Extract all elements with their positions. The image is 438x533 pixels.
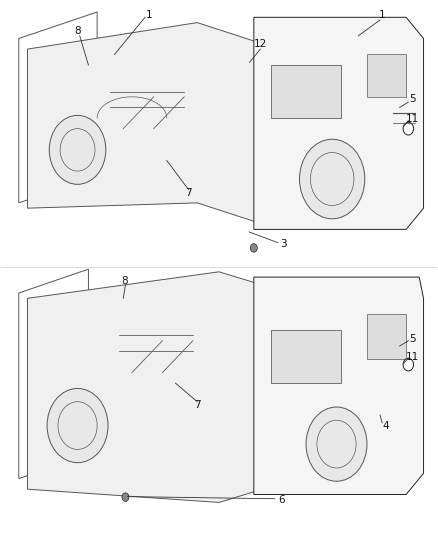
Text: 12: 12 xyxy=(254,39,267,49)
Text: 7: 7 xyxy=(185,188,192,198)
Text: 6: 6 xyxy=(278,495,285,505)
Circle shape xyxy=(306,407,367,481)
Polygon shape xyxy=(367,314,406,359)
Circle shape xyxy=(403,122,413,135)
Text: 1: 1 xyxy=(146,10,153,20)
Text: 8: 8 xyxy=(121,276,128,286)
Text: 8: 8 xyxy=(74,26,81,36)
Text: 11: 11 xyxy=(406,352,419,361)
Text: 1: 1 xyxy=(379,10,385,20)
Polygon shape xyxy=(254,277,424,495)
Circle shape xyxy=(47,389,108,463)
Text: 5: 5 xyxy=(410,334,416,344)
Polygon shape xyxy=(271,65,341,118)
Polygon shape xyxy=(28,272,271,503)
Text: 11: 11 xyxy=(406,114,419,124)
Circle shape xyxy=(300,139,365,219)
Circle shape xyxy=(403,358,413,371)
Polygon shape xyxy=(271,330,341,383)
Polygon shape xyxy=(367,54,406,97)
Text: 3: 3 xyxy=(280,239,287,249)
Circle shape xyxy=(251,244,257,252)
Text: 7: 7 xyxy=(194,400,201,410)
Circle shape xyxy=(49,115,106,184)
Text: 4: 4 xyxy=(382,421,389,431)
Text: 5: 5 xyxy=(410,94,416,104)
Circle shape xyxy=(122,493,129,502)
Polygon shape xyxy=(254,17,424,229)
Polygon shape xyxy=(28,22,262,224)
